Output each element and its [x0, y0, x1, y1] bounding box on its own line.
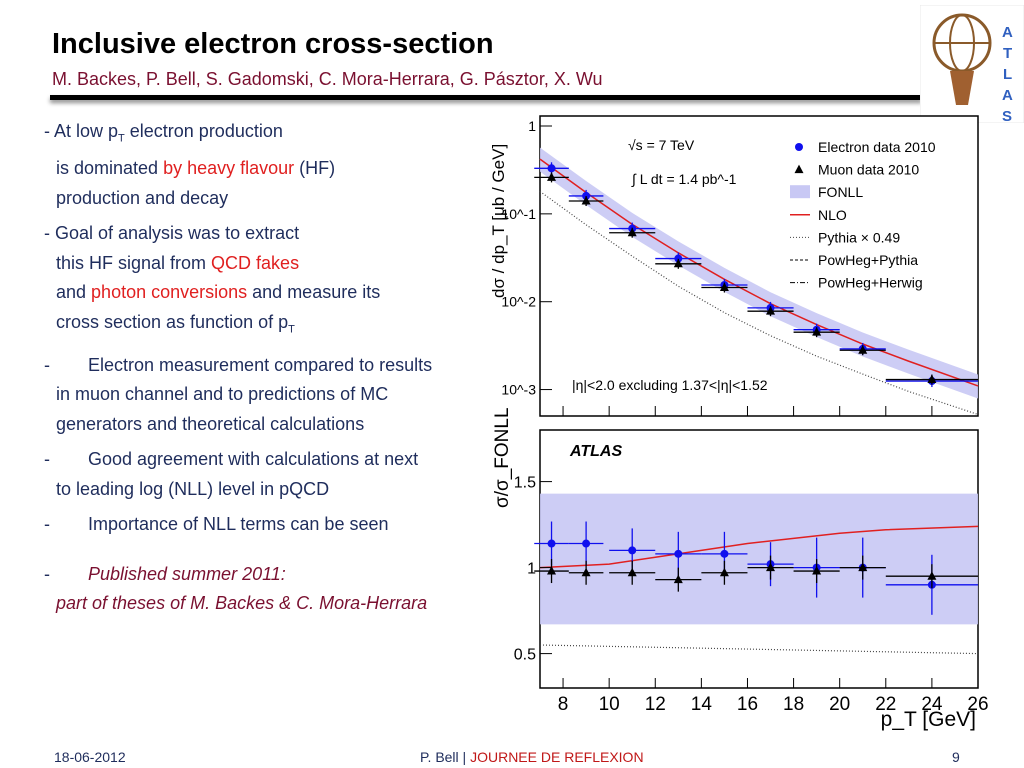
page-number: 9 — [952, 749, 960, 765]
footer-date: 18-06-2012 — [54, 749, 126, 765]
muon-bottom-point — [673, 574, 683, 584]
pythia-curve-bottom — [539, 644, 979, 655]
muon-top-point — [673, 258, 683, 268]
bullet-4: - Good agreement with calculations at nex… — [44, 449, 419, 499]
y-tick-label-bottom: 1 — [527, 561, 536, 578]
annotation-energy: √s = 7 TeV — [628, 137, 695, 153]
nlo-curve-bottom — [539, 525, 979, 569]
x-tick-label: 20 — [829, 694, 850, 715]
x-axis-label: p_T [GeV] — [881, 708, 976, 731]
atlas-logo: ATL AS — [920, 5, 1024, 123]
slide-authors: M. Backes, P. Bell, S. Gadomski, C. Mora… — [52, 69, 603, 89]
slide-title: Inclusive electron cross-section — [52, 28, 494, 60]
electron-bottom-point — [720, 549, 729, 558]
electron-top-point — [547, 164, 556, 173]
svg-text:A: A — [1002, 24, 1013, 41]
muon-top-point — [627, 227, 637, 237]
title-divider — [50, 95, 922, 100]
nlo-curve-top — [539, 158, 979, 387]
electron-bottom-point — [628, 546, 637, 555]
x-tick-label: 12 — [645, 694, 666, 715]
legend-label: FONLL — [818, 184, 863, 200]
legend-label: PowHeg+Herwig — [818, 275, 923, 291]
y-tick-label-top: 10^-2 — [501, 294, 536, 310]
fonll-band-bottom — [540, 493, 978, 625]
bullet-5: - Importance of NLL terms can be seen — [44, 514, 389, 535]
y-tick-label-bottom: 0.5 — [514, 647, 536, 664]
muon-bottom-point — [581, 567, 591, 577]
muon-top-point — [927, 374, 937, 384]
muon-bottom-point — [766, 562, 776, 572]
bullet-3: - Electron measurement compared to result… — [44, 354, 433, 434]
y-tick-label-top: 1 — [528, 118, 536, 134]
x-tick-label: 26 — [967, 694, 988, 715]
bullet-2: - Goal of analysis was to extract this H… — [44, 223, 381, 336]
muon-bottom-point — [627, 567, 637, 577]
svg-text:S: S — [1002, 108, 1012, 123]
legend-label: Electron data 2010 — [818, 139, 936, 155]
y-tick-label-top: 10^-1 — [501, 206, 536, 222]
electron-bottom-point — [674, 549, 683, 558]
muon-bottom-point — [858, 562, 868, 572]
muon-top-point — [858, 345, 868, 354]
legend-marker-muon — [794, 164, 804, 174]
muon-top-point — [581, 196, 591, 205]
svg-text:T: T — [1003, 45, 1012, 62]
muon-top-point — [812, 327, 822, 336]
legend-label: NLO — [818, 207, 847, 223]
legend-marker-fonll — [790, 185, 810, 199]
bullet-1: - At low pT electron production is domin… — [44, 121, 336, 208]
legend-label: Muon data 2010 — [818, 162, 919, 178]
fonll-band-top — [540, 147, 978, 399]
annotation-luminosity: ∫ L dt = 1.4 pb^-1 — [631, 171, 737, 187]
electron-bottom-point — [582, 539, 591, 548]
muon-bottom-point — [927, 571, 937, 580]
pythia-curve-top — [539, 190, 979, 416]
atlas-label: ATLAS — [569, 443, 622, 460]
x-tick-label: 22 — [875, 694, 896, 715]
cross-section-plot: 8 10 12 14 16 18 20 22 24 26p_T [GeV] 1 10^-1 10^-2 1… — [489, 115, 989, 731]
x-tick-label: 16 — [737, 694, 758, 715]
y-tick-label-top: 10^-3 — [501, 382, 536, 398]
electron-top-point — [674, 254, 683, 263]
bullet-6: - Published summer 2011: part of theses o… — [44, 563, 428, 614]
muon-bottom-point — [812, 566, 822, 575]
x-tick-label: 24 — [921, 694, 943, 715]
svg-text:L: L — [1003, 66, 1012, 83]
x-tick-label: 18 — [783, 694, 804, 715]
x-tick-label: 8 — [558, 694, 569, 715]
x-tick-label: 14 — [691, 694, 713, 715]
legend-label: Pythia × 0.49 — [818, 229, 900, 245]
svg-text:A: A — [1002, 87, 1013, 104]
muon-bottom-point — [547, 566, 557, 575]
muon-bottom-point — [719, 567, 729, 577]
legend-label: PowHeg+Pythia — [818, 252, 918, 268]
muon-top-point — [719, 282, 729, 292]
muon-top-point — [547, 172, 557, 181]
bullet-list: - At low pT electron production is domin… — [44, 117, 524, 625]
y-tick-label-bottom: 1.5 — [514, 475, 536, 492]
electron-bottom-point — [547, 539, 556, 548]
y-axis-label-bottom: σ/σ_FONLL — [492, 407, 513, 508]
annotation-eta: |η|<2.0 excluding 1.37<|η|<1.52 — [572, 377, 768, 393]
y-axis-label-top: dσ / dp_T [μb / GeV] — [489, 144, 508, 298]
legend-marker-electron — [795, 143, 803, 151]
muon-top-point — [766, 306, 776, 315]
electron-top-point — [582, 191, 591, 200]
x-tick-label: 10 — [599, 694, 620, 715]
footer-author: P. Bell | JOURNEE DE REFLEXION — [420, 749, 644, 765]
